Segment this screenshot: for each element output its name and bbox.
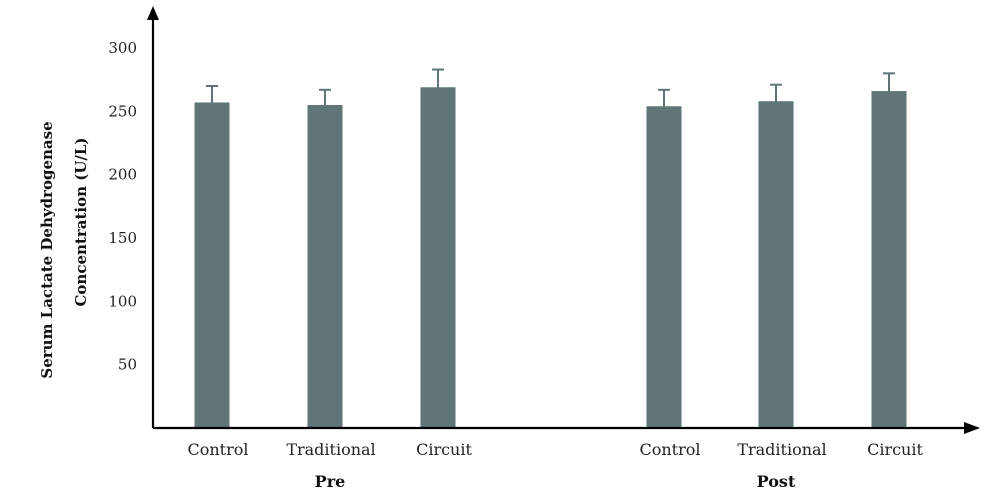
y-axis-arrow — [147, 6, 159, 20]
bar-pre-control — [194, 102, 230, 428]
category-label: Traditional — [286, 440, 375, 459]
y-axis-title: Serum Lactate Dehydrogenase Concentratio… — [38, 121, 90, 378]
category-label: Control — [187, 440, 248, 459]
bar-post-control — [646, 106, 682, 429]
y-tick-label: 100 — [108, 292, 137, 310]
bars — [194, 87, 907, 429]
bar-pre-circuit — [420, 87, 456, 429]
category-label: Traditional — [737, 440, 826, 459]
category-label: Circuit — [416, 440, 472, 459]
y-tick-label: 200 — [108, 166, 137, 184]
y-axis-title-line1: Serum Lactate Dehydrogenase — [38, 121, 56, 378]
bar-post-circuit — [871, 91, 907, 429]
y-axis-ticks: 50 100 150 200 250 300 — [108, 39, 137, 374]
bar-post-traditional — [758, 101, 794, 428]
x-axis-arrow — [964, 422, 980, 434]
y-tick-label: 150 — [108, 229, 137, 247]
group-label-pre: Pre — [315, 472, 346, 491]
y-tick-label: 50 — [118, 356, 137, 374]
y-tick-label: 250 — [108, 102, 137, 120]
bar-pre-traditional — [307, 105, 343, 428]
error-bars — [206, 68, 895, 123]
category-labels: Control Traditional Circuit Control Traditio… — [187, 440, 923, 459]
group-labels: Pre Post — [315, 472, 796, 491]
category-label: Control — [639, 440, 700, 459]
category-label: Circuit — [867, 440, 923, 459]
y-tick-label: 300 — [108, 39, 137, 57]
axes — [147, 6, 980, 434]
group-label-post: Post — [757, 472, 796, 491]
y-axis-title-line2: Concentration (U/L) — [72, 137, 90, 306]
